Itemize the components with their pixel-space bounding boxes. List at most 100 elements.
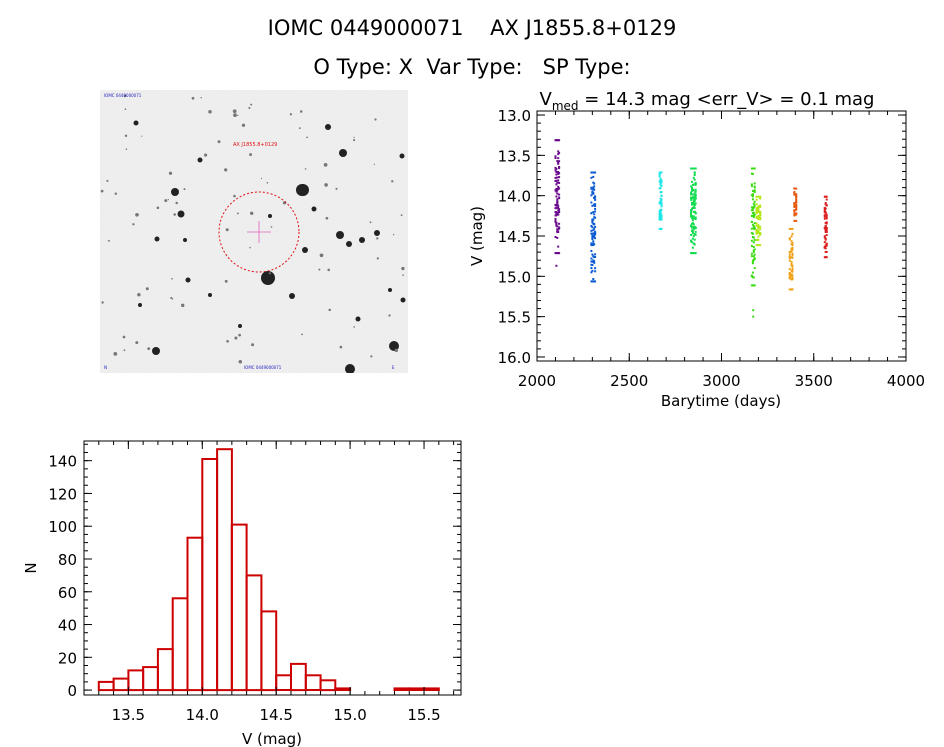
lc-point bbox=[795, 201, 798, 204]
histogram-bar bbox=[304, 674, 322, 691]
lc-point bbox=[558, 226, 561, 229]
lc-point bbox=[757, 205, 760, 208]
sky-star-faint bbox=[374, 118, 377, 121]
lc-point bbox=[694, 196, 697, 199]
sky-star-faint bbox=[298, 127, 301, 130]
lc-point bbox=[793, 191, 796, 193]
sky-star bbox=[183, 238, 187, 242]
lc-point bbox=[795, 197, 798, 200]
sky-star-faint bbox=[373, 163, 375, 165]
lc-point bbox=[660, 218, 663, 221]
sky-image-top-left-label: IOMC 0449000071 bbox=[104, 93, 142, 98]
lc-point bbox=[690, 209, 693, 212]
lc-point bbox=[824, 238, 827, 241]
lc-point bbox=[591, 221, 594, 224]
histogram-bar bbox=[230, 523, 248, 692]
lc-point bbox=[558, 167, 561, 170]
lc-point bbox=[594, 210, 597, 213]
lc-point bbox=[793, 193, 796, 196]
lc-point bbox=[793, 209, 796, 212]
lc-point bbox=[752, 246, 755, 248]
lc-point bbox=[793, 202, 796, 204]
lc-point bbox=[757, 238, 760, 241]
lc-point bbox=[753, 226, 756, 229]
sky-star-faint bbox=[323, 163, 328, 167]
lc-point bbox=[791, 227, 794, 230]
lc-point bbox=[825, 228, 828, 231]
histogram-bar bbox=[319, 679, 337, 692]
sky-star-faint bbox=[107, 239, 110, 242]
lc-point bbox=[660, 214, 663, 217]
sky-star bbox=[311, 206, 317, 212]
lc-point bbox=[750, 183, 753, 186]
lc-point bbox=[694, 182, 697, 185]
lc-point bbox=[791, 242, 794, 245]
lc-point bbox=[590, 176, 593, 179]
lc-xtick-label: 3500 bbox=[795, 372, 833, 390]
lc-xtick-label: 2000 bbox=[518, 372, 556, 390]
sky-star-faint bbox=[250, 211, 254, 215]
lc-point bbox=[825, 198, 828, 201]
lc-point bbox=[694, 252, 697, 255]
lc-point bbox=[791, 274, 794, 277]
sky-star-faint bbox=[123, 349, 126, 352]
target-circle bbox=[218, 191, 300, 273]
lc-point bbox=[759, 211, 762, 213]
lc-point bbox=[823, 236, 826, 239]
lc-point bbox=[592, 232, 595, 235]
sky-star-faint bbox=[289, 113, 293, 116]
lc-point bbox=[594, 171, 597, 174]
lc-point bbox=[591, 226, 594, 229]
lc-point bbox=[791, 288, 794, 291]
lc-point bbox=[755, 244, 758, 247]
lc-point bbox=[788, 257, 791, 260]
lc-point bbox=[793, 213, 796, 216]
histogram-bar bbox=[408, 687, 426, 692]
lc-point bbox=[823, 241, 826, 244]
lc-ytick-label: 15.0 bbox=[498, 268, 531, 286]
lc-point bbox=[753, 213, 756, 216]
light-curve-title-rest: = 14.3 mag <err_V> = 0.1 mag bbox=[579, 89, 875, 110]
sky-star bbox=[197, 157, 203, 163]
sky-star-faint bbox=[147, 347, 151, 351]
lc-point bbox=[692, 196, 695, 199]
light-curve-points bbox=[554, 139, 828, 318]
lc-point bbox=[690, 197, 693, 200]
sky-star bbox=[389, 341, 399, 351]
sky-star bbox=[359, 237, 365, 243]
sky-star bbox=[346, 241, 352, 247]
lc-point bbox=[759, 217, 762, 219]
lc-point bbox=[752, 315, 755, 318]
hist-xtick-label: 15.5 bbox=[407, 706, 440, 724]
lc-point bbox=[594, 237, 597, 240]
lc-point bbox=[755, 195, 758, 198]
lc-point bbox=[825, 227, 828, 229]
lc-point bbox=[593, 235, 596, 238]
lc-point bbox=[556, 181, 559, 184]
sky-star bbox=[152, 347, 160, 355]
lc-point bbox=[755, 231, 758, 234]
lc-point bbox=[790, 235, 793, 238]
lc-point bbox=[788, 273, 791, 276]
lc-point bbox=[660, 195, 663, 197]
sky-star bbox=[374, 230, 380, 236]
lc-point bbox=[823, 217, 826, 220]
sky-star-faint bbox=[388, 314, 391, 317]
sky-star-faint bbox=[370, 355, 373, 358]
lc-point bbox=[558, 187, 561, 190]
lc-point bbox=[693, 192, 696, 195]
lc-point bbox=[825, 234, 828, 237]
sky-star-faint bbox=[353, 139, 356, 142]
sky-star-faint bbox=[183, 188, 186, 191]
lc-point bbox=[752, 241, 755, 244]
sky-star-faint bbox=[175, 201, 178, 205]
lc-point bbox=[660, 191, 663, 193]
lc-point bbox=[593, 188, 596, 191]
lc-point bbox=[790, 263, 793, 265]
histogram-xlabel: V (mag) bbox=[242, 730, 302, 747]
lc-point bbox=[690, 234, 693, 236]
lc-point bbox=[788, 259, 791, 262]
lc-point bbox=[590, 194, 593, 197]
lc-point bbox=[691, 201, 693, 204]
hist-xtick-label: 14.0 bbox=[186, 706, 219, 724]
